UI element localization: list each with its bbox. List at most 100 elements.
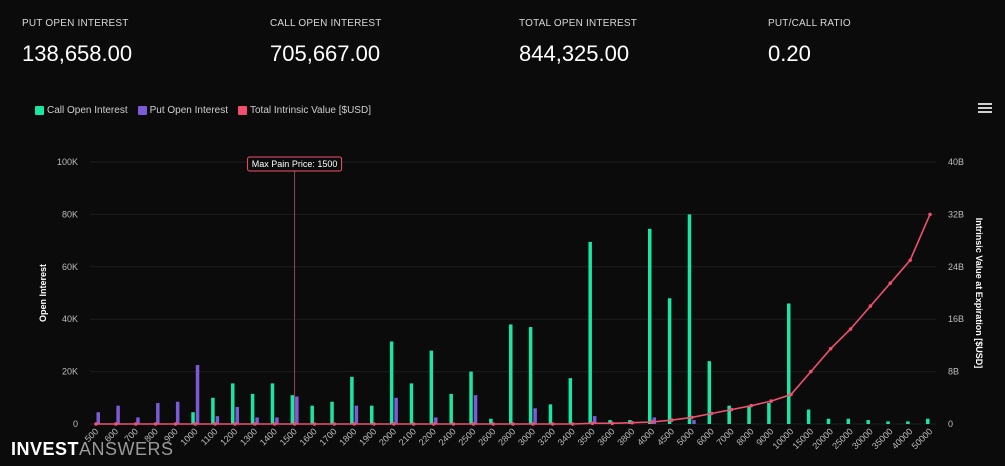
x-tick-label: 25000 — [830, 426, 855, 451]
x-tick-label: 2200 — [417, 426, 438, 447]
intrinsic-value-point — [789, 392, 793, 397]
intrinsic-value-point — [352, 422, 356, 426]
put-bar — [295, 396, 299, 424]
intrinsic-value-point — [213, 422, 217, 426]
call-bar — [667, 298, 672, 424]
call-bar — [687, 214, 692, 424]
intrinsic-value-point — [114, 422, 118, 426]
call-bar — [806, 409, 811, 424]
legend-swatch — [137, 106, 147, 115]
x-tick-label: 1100 — [199, 426, 220, 447]
stat-put-call-ratio: PUT/CALL RATIO 0.20 — [768, 18, 851, 67]
put-bar — [255, 417, 259, 424]
legend-swatch — [238, 106, 247, 115]
call-bar — [826, 418, 831, 424]
intrinsic-value-point — [709, 411, 714, 416]
y-tick-label: 100K — [57, 157, 78, 167]
y2-tick-label: 40B — [948, 157, 964, 167]
legend-swatch — [35, 106, 44, 115]
intrinsic-value-point — [828, 346, 833, 351]
put-bar — [116, 405, 120, 424]
intrinsic-value-point — [550, 422, 555, 426]
x-tick-label: 35000 — [870, 426, 895, 451]
call-bar — [310, 405, 314, 424]
x-tick-label: 3000 — [516, 426, 537, 447]
stat-value: 844,325.00 — [519, 41, 630, 66]
call-bar — [548, 404, 553, 424]
call-bar — [787, 303, 791, 424]
x-tick-label: 2500 — [456, 426, 477, 447]
intrinsic-value-point — [670, 418, 674, 422]
call-bar — [290, 395, 295, 424]
x-tick-label: 1500 — [278, 426, 299, 447]
stats-panel: PUT OPEN INTEREST 138,658.00 CALL OPEN I… — [0, 0, 1005, 80]
stat-value: 705,667.00 — [270, 41, 381, 66]
call-bar — [250, 393, 255, 424]
y-tick-label: 60K — [62, 262, 78, 272]
call-bar — [846, 418, 851, 424]
x-tick-label: 3500 — [576, 426, 597, 447]
logo-text-answers: ANSWERS — [79, 439, 174, 459]
put-bar — [96, 412, 100, 424]
legend-item-total-intrinsic-value[interactable]: Total Intrinsic Value [$USD] — [238, 105, 371, 116]
x-tick-label: 1800 — [337, 426, 358, 447]
legend-item-call-open-interest[interactable]: Call Open Interest — [35, 105, 128, 116]
put-bar — [473, 395, 478, 424]
call-bar — [429, 350, 434, 424]
y2-tick-label: 32B — [948, 209, 964, 219]
y-tick-label: 0 — [73, 419, 78, 429]
call-bar — [866, 420, 870, 424]
intrinsic-value-point — [431, 422, 436, 426]
y2-tick-label: 16B — [948, 314, 964, 324]
intrinsic-value-point — [908, 258, 912, 263]
x-tick-label: 10000 — [771, 426, 796, 451]
put-bar — [692, 420, 696, 424]
x-tick-label: 1300 — [238, 426, 259, 447]
put-bar — [156, 403, 160, 424]
call-bar — [469, 371, 473, 424]
stat-label: TOTAL OPEN INTEREST — [519, 18, 638, 29]
x-tick-label: 3600 — [595, 426, 616, 447]
call-bar — [727, 405, 731, 424]
max-pain-label: Max Pain Price: 1500 — [252, 159, 338, 169]
intrinsic-value-point — [193, 422, 198, 426]
call-bar — [767, 403, 771, 424]
put-bar — [195, 365, 200, 424]
intrinsic-value-point — [650, 420, 654, 424]
intrinsic-value-point — [292, 422, 297, 426]
y-tick-label: 80K — [62, 209, 78, 219]
legend-item-put-open-interest[interactable]: Put Open Interest — [137, 105, 228, 116]
call-bar — [211, 397, 215, 424]
call-bar — [608, 420, 612, 424]
x-tick-label: 8000 — [734, 426, 755, 447]
x-tick-label: 6000 — [695, 426, 716, 447]
call-bar — [191, 412, 195, 424]
stat-total-open-interest: TOTAL OPEN INTEREST 844,325.00 — [519, 18, 637, 67]
x-tick-label: 2000 — [377, 426, 398, 447]
x-tick-label: 3200 — [536, 426, 557, 447]
investanswers-logo: INVESTANSWERS — [11, 439, 174, 460]
call-bar — [926, 418, 930, 424]
intrinsic-value-point — [471, 422, 476, 426]
y-axis-title: Open Interest — [38, 264, 48, 322]
x-tick-label: 5000 — [675, 426, 696, 447]
intrinsic-value-point — [153, 422, 158, 426]
call-bar — [489, 418, 493, 424]
put-bar — [592, 416, 597, 424]
intrinsic-value-point — [868, 304, 873, 308]
stat-put-open-interest: PUT OPEN INTEREST 138,658.00 — [22, 18, 132, 67]
intrinsic-value-point — [749, 403, 754, 408]
intrinsic-value-point — [392, 422, 396, 426]
put-bar — [394, 397, 398, 424]
x-tick-label: 1400 — [258, 426, 279, 447]
x-tick-label: 1900 — [357, 426, 378, 447]
x-tick-label: 1000 — [178, 426, 199, 447]
call-bar — [350, 376, 354, 424]
put-bar — [533, 408, 537, 424]
intrinsic-value-point — [411, 422, 416, 426]
intrinsic-value-point — [272, 422, 277, 426]
hamburger-menu-icon[interactable] — [978, 101, 992, 115]
call-bar — [747, 405, 751, 424]
intrinsic-value-point — [888, 281, 893, 285]
call-bar — [449, 393, 453, 424]
